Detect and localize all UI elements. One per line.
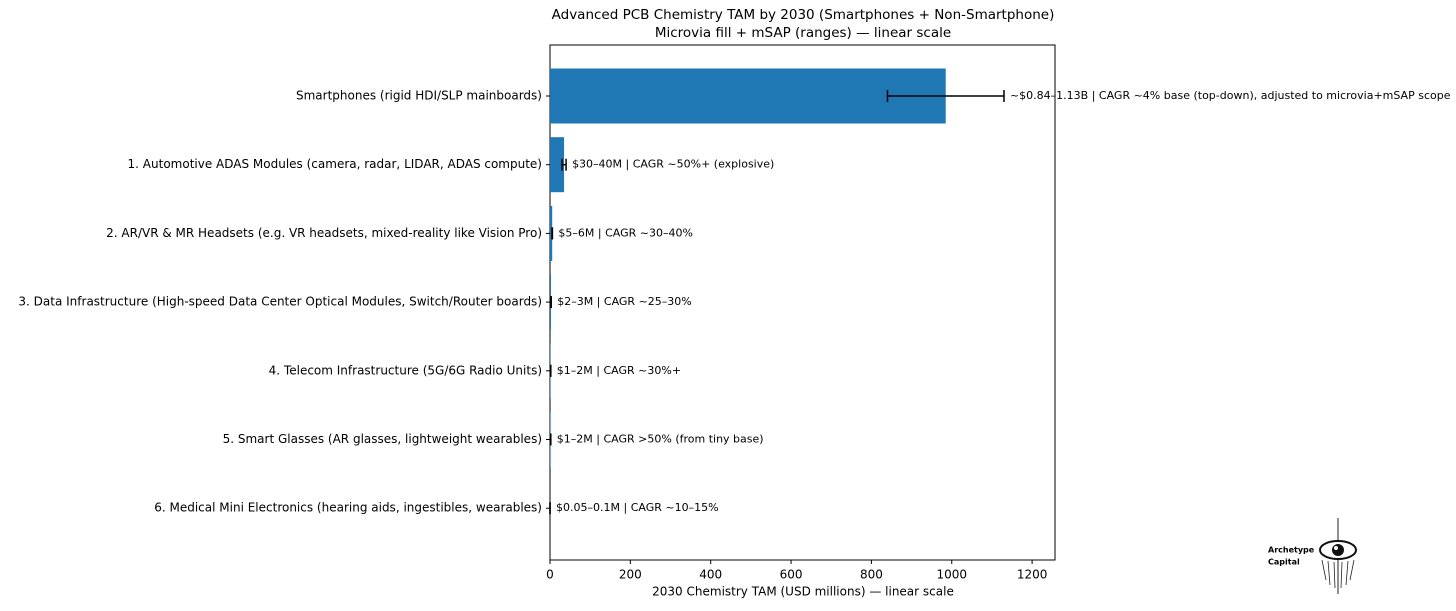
x-tick-label: 600 [780, 568, 803, 582]
logo: Archetype Capital [1268, 518, 1356, 594]
chart-subtitle: Microvia fill + mSAP (ranges) — linear s… [655, 25, 951, 41]
annotation: $30–40M | CAGR ~50%+ (explosive) [572, 158, 774, 171]
y-tick-label: Smartphones (rigid HDI/SLP mainboards) [296, 89, 542, 103]
x-tick-label: 1200 [1017, 568, 1048, 582]
bar [550, 69, 946, 124]
logo-text: Archetype [1268, 546, 1315, 555]
y-tick-label: 6. Medical Mini Electronics (hearing aid… [154, 501, 542, 515]
chart-title: Advanced PCB Chemistry TAM by 2030 (Smar… [552, 7, 1055, 23]
logo-text: Capital [1268, 558, 1300, 567]
annotation: $0.05–0.1M | CAGR ~10–15% [556, 501, 719, 514]
annotation: $1–2M | CAGR >50% (from tiny base) [557, 433, 764, 446]
annotation: $5–6M | CAGR ~30–40% [558, 226, 693, 239]
x-tick-label: 800 [860, 568, 883, 582]
annotation: $2–3M | CAGR ~25–30% [557, 295, 692, 308]
x-axis-label: 2030 Chemistry TAM (USD millions) — line… [652, 585, 954, 599]
y-tick-label: 2. AR/VR & MR Headsets (e.g. VR headsets… [106, 226, 542, 240]
y-tick-label: 1. Automotive ADAS Modules (camera, rada… [128, 157, 542, 171]
x-tick-label: 1000 [936, 568, 967, 582]
y-tick-label: 4. Telecom Infrastructure (5G/6G Radio U… [269, 363, 542, 377]
x-tick-label: 400 [699, 568, 722, 582]
annotation: ~$0.84–1.13B | CAGR ~4% base (top-down),… [1010, 89, 1451, 102]
y-tick-label: 5. Smart Glasses (AR glasses, lightweigh… [223, 432, 542, 446]
x-tick-label: 0 [546, 568, 554, 582]
annotation: $1–2M | CAGR ~30%+ [557, 364, 681, 377]
x-tick-label: 200 [619, 568, 642, 582]
y-tick-label: 3. Data Infrastructure (High-speed Data … [18, 295, 542, 309]
